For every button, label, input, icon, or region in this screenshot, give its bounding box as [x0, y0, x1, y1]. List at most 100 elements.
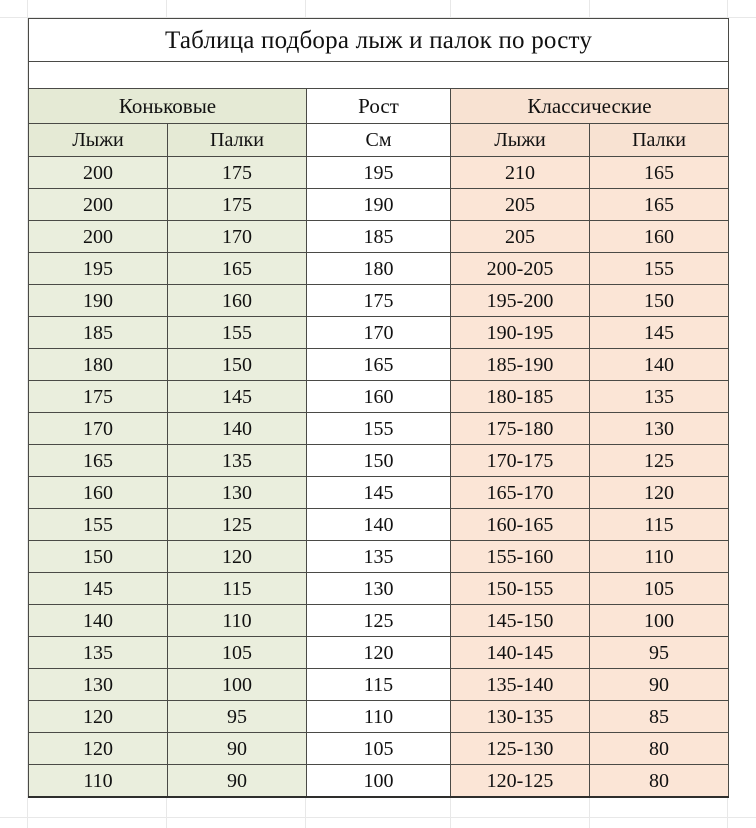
cell-height: 155 — [306, 412, 451, 445]
cell-skate-skis: 200 — [28, 188, 168, 221]
table-row: 130 100 115 135-140 90 — [28, 668, 730, 701]
cell-skate-poles: 95 — [167, 700, 307, 733]
table-row: 195 165 180 200-205 155 — [28, 252, 730, 285]
cell-height: 105 — [306, 732, 451, 765]
page-title: Таблица подбора лыж и палок по росту — [27, 18, 730, 62]
table-row: 110 90 100 120-125 80 — [28, 764, 730, 798]
cell-height: 115 — [306, 668, 451, 701]
cell-classic-poles: 85 — [588, 700, 730, 733]
table-row: 135 105 120 140-145 95 — [28, 636, 730, 669]
cell-skate-skis: 165 — [28, 444, 168, 477]
cell-classic-poles: 145 — [588, 316, 730, 349]
cell-skate-skis: 130 — [28, 668, 168, 701]
cell-classic-skis: 125-130 — [450, 732, 590, 765]
table-row: 175 145 160 180-185 135 — [28, 380, 730, 413]
column-header-skate-poles: Палки — [167, 123, 307, 157]
cell-classic-skis: 135-140 — [450, 668, 590, 701]
cell-classic-poles: 140 — [588, 348, 730, 381]
cell-classic-skis: 210 — [450, 156, 590, 189]
ski-selection-table-container: Таблица подбора лыж и палок по росту Кон… — [27, 18, 730, 798]
cell-classic-poles: 160 — [588, 220, 730, 253]
cell-classic-skis: 190-195 — [450, 316, 590, 349]
table-row: 150 120 135 155-160 110 — [28, 540, 730, 573]
cell-classic-poles: 130 — [588, 412, 730, 445]
cell-height: 150 — [306, 444, 451, 477]
cell-skate-poles: 165 — [167, 252, 307, 285]
cell-skate-poles: 140 — [167, 412, 307, 445]
cell-classic-poles: 100 — [588, 604, 730, 637]
cell-height: 195 — [306, 156, 451, 189]
cell-classic-poles: 95 — [588, 636, 730, 669]
spacer-row — [27, 61, 730, 89]
cell-height: 165 — [306, 348, 451, 381]
cell-skate-poles: 90 — [167, 732, 307, 765]
cell-skate-poles: 170 — [167, 220, 307, 253]
cell-skate-skis: 110 — [28, 764, 168, 798]
cell-classic-skis: 200-205 — [450, 252, 590, 285]
table-row: 165 135 150 170-175 125 — [28, 444, 730, 477]
cell-height: 160 — [306, 380, 451, 413]
cell-skate-poles: 125 — [167, 508, 307, 541]
cell-classic-poles: 165 — [588, 156, 730, 189]
cell-classic-skis: 165-170 — [450, 476, 590, 509]
cell-skate-skis: 150 — [28, 540, 168, 573]
cell-classic-poles: 150 — [588, 284, 730, 317]
cell-classic-skis: 155-160 — [450, 540, 590, 573]
cell-classic-skis: 205 — [450, 220, 590, 253]
cell-classic-poles: 120 — [588, 476, 730, 509]
cell-classic-skis: 205 — [450, 188, 590, 221]
cell-skate-poles: 145 — [167, 380, 307, 413]
cell-skate-skis: 140 — [28, 604, 168, 637]
cell-height: 185 — [306, 220, 451, 253]
cell-skate-skis: 195 — [28, 252, 168, 285]
cell-classic-skis: 185-190 — [450, 348, 590, 381]
cell-height: 135 — [306, 540, 451, 573]
cell-classic-skis: 170-175 — [450, 444, 590, 477]
table-row: 145 115 130 150-155 105 — [28, 572, 730, 605]
cell-height: 180 — [306, 252, 451, 285]
cell-classic-skis: 120-125 — [450, 764, 590, 798]
cell-classic-poles: 80 — [588, 764, 730, 798]
group-header-row: Коньковые Рост Классические — [28, 88, 730, 124]
cell-skate-poles: 155 — [167, 316, 307, 349]
cell-classic-skis: 150-155 — [450, 572, 590, 605]
cell-classic-poles: 105 — [588, 572, 730, 605]
table-row: 140 110 125 145-150 100 — [28, 604, 730, 637]
cell-skate-skis: 120 — [28, 700, 168, 733]
table-row: 170 140 155 175-180 130 — [28, 412, 730, 445]
cell-skate-skis: 185 — [28, 316, 168, 349]
cell-skate-skis: 155 — [28, 508, 168, 541]
group-header-skate: Коньковые — [28, 88, 307, 124]
cell-classic-poles: 90 — [588, 668, 730, 701]
group-header-height: Рост — [306, 88, 451, 124]
column-header-classic-poles: Палки — [588, 123, 730, 157]
table-row: 180 150 165 185-190 140 — [28, 348, 730, 381]
cell-classic-poles: 125 — [588, 444, 730, 477]
cell-classic-poles: 80 — [588, 732, 730, 765]
cell-skate-poles: 135 — [167, 444, 307, 477]
cell-height: 100 — [306, 764, 451, 798]
cell-classic-poles: 110 — [588, 540, 730, 573]
cell-classic-poles: 165 — [588, 188, 730, 221]
cell-skate-poles: 130 — [167, 476, 307, 509]
table-row: 185 155 170 190-195 145 — [28, 316, 730, 349]
cell-classic-skis: 195-200 — [450, 284, 590, 317]
table-row: 120 95 110 130-135 85 — [28, 700, 730, 733]
cell-skate-skis: 160 — [28, 476, 168, 509]
cell-classic-skis: 160-165 — [450, 508, 590, 541]
cell-skate-skis: 180 — [28, 348, 168, 381]
cell-skate-poles: 115 — [167, 572, 307, 605]
title-row: Таблица подбора лыж и палок по росту — [27, 18, 730, 62]
table-body: Таблица подбора лыж и палок по росту Кон… — [27, 18, 730, 798]
cell-skate-poles: 90 — [167, 764, 307, 798]
table-row: 120 90 105 125-130 80 — [28, 732, 730, 765]
cell-skate-poles: 110 — [167, 604, 307, 637]
cell-skate-skis: 120 — [28, 732, 168, 765]
cell-skate-poles: 120 — [167, 540, 307, 573]
cell-height: 125 — [306, 604, 451, 637]
group-header-classic: Классические — [449, 88, 730, 124]
cell-classic-skis: 180-185 — [450, 380, 590, 413]
cell-skate-skis: 190 — [28, 284, 168, 317]
spacer-cell — [27, 61, 730, 89]
cell-classic-skis: 130-135 — [450, 700, 590, 733]
